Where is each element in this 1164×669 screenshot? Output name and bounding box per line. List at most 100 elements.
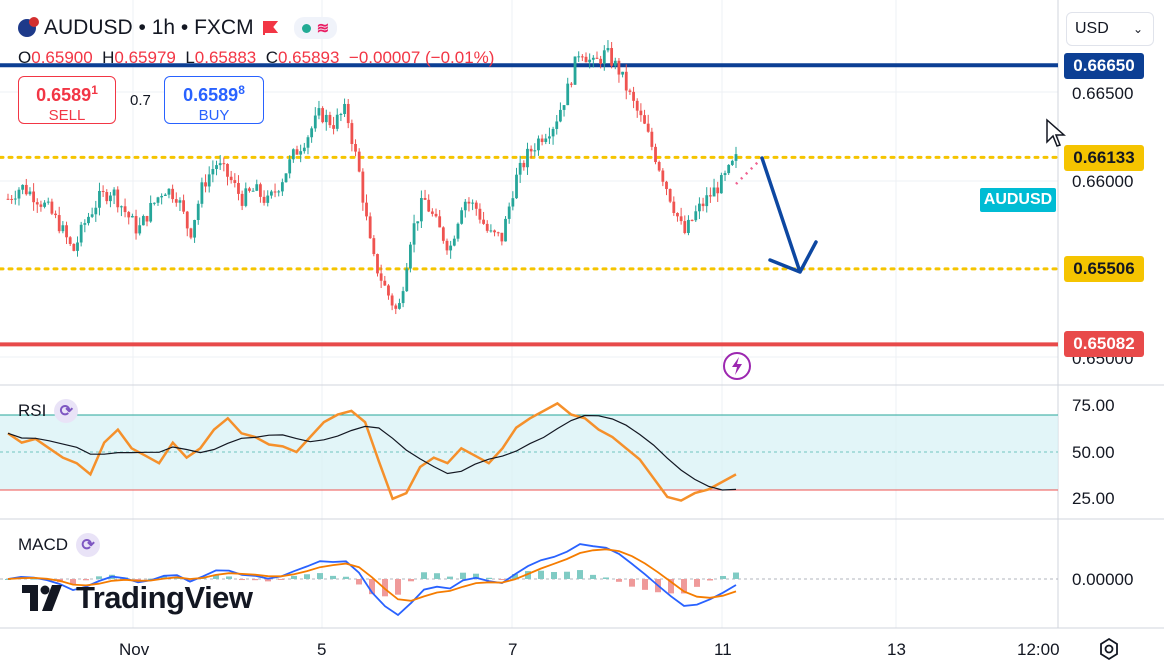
mouse-cursor-icon [1046,118,1066,147]
candle-body [474,202,478,209]
candle-body [266,195,270,203]
market-status-pill[interactable]: ≋ [293,17,338,39]
candle-body [109,195,112,202]
candle-body [584,56,588,63]
candle-body [537,138,540,151]
candle-body [646,123,650,132]
candle-body [379,273,383,281]
macd-histogram-bar [239,579,245,581]
macd-histogram-bar [317,573,323,579]
candle-body [339,114,343,116]
candle-body [335,114,339,129]
macd-histogram-bar [460,572,466,579]
candle-body [639,110,643,116]
currency-select[interactable]: USD ⌄ [1066,12,1154,46]
candle-body [540,138,544,142]
macd-histogram-bar [395,579,401,595]
rsi-legend[interactable]: RSI ⟳ [18,399,79,423]
macd-histogram-bar [330,575,336,579]
candle-body [643,115,646,124]
candle-body [141,216,145,226]
candle-body [302,147,306,152]
rsi-line [7,401,737,502]
level-label-65082: 0.65082 [1064,331,1144,357]
level-label-65506: 0.65506 [1064,256,1144,282]
candle-body [76,242,79,251]
candle-body [145,216,149,222]
candle-body [423,198,427,200]
candle-body [533,150,537,152]
candle-body [460,210,464,224]
candle-body [551,128,555,137]
x-tick-11: 11 [714,640,732,659]
symbol-header[interactable]: AUDUSD • 1h • FXCM ≋ [18,14,338,42]
macd-histogram-bar [382,579,388,597]
refresh-icon[interactable]: ⟳ [54,399,79,423]
red-flag-icon[interactable] [262,20,278,36]
candle-body [233,180,237,183]
macd-histogram-bar [291,575,297,579]
macd-histogram-bar [161,576,167,579]
candle-body [635,100,639,111]
candle-body [167,188,171,195]
candle-body [200,182,204,204]
candle-body [650,131,654,147]
candle-body [734,154,738,161]
candle-body [306,137,310,148]
candle-body [240,193,244,206]
candle-body [83,223,87,225]
rsi-tick-50: 50.00 [1072,443,1115,462]
macd-histogram-bar [70,579,76,585]
candle-body [357,151,361,172]
candle-body [163,194,167,196]
candle-body [10,198,14,200]
macd-legend[interactable]: MACD ⟳ [18,533,101,557]
candle-body [101,190,105,193]
candle-body [463,201,467,211]
candle-body [566,83,570,106]
settings-icon[interactable] [1097,637,1121,661]
refresh-icon[interactable]: ⟳ [76,533,101,557]
macd-histogram-bar [369,579,375,595]
candle-body [394,305,398,309]
candle-body [445,240,449,251]
candle-body [226,163,229,177]
candle-body [526,148,529,168]
candle-body [222,163,226,165]
buy-button[interactable]: 0.65898 BUY [164,76,264,124]
candle-body [185,211,189,229]
spread-value: 0.7 [130,92,151,109]
macd-histogram-bar [252,579,258,581]
candle-body [409,244,412,269]
projection-down-arrow[interactable] [760,156,818,274]
x-tick-5: 5 [317,640,327,659]
candle-body [676,212,679,217]
candle-body [54,213,57,216]
macd-histogram-bar [187,579,193,582]
signal-line [7,548,737,602]
macd-histogram-bar [408,579,414,582]
x-tick-nov: Nov [119,640,150,659]
candle-body [368,216,372,239]
candle-body [321,108,325,123]
au-us-flag-icon [18,17,39,37]
candle-body [405,268,409,292]
candle-body [712,187,716,197]
candle-body [599,58,603,64]
candle-body [229,176,233,181]
level-label-66650: 0.66650 [1064,53,1144,79]
lightning-icon[interactable] [722,351,752,381]
candle-body [511,198,515,207]
candle-body [372,238,376,255]
candle-body [730,160,734,165]
candle-body [493,230,496,233]
candle-body [6,198,10,200]
candle-body [207,174,211,187]
sell-button[interactable]: 0.65891 SELL [18,76,116,124]
candle-body [116,189,120,208]
candle-body [310,128,314,138]
candle-body [288,159,292,174]
candle-body [149,202,153,222]
candle-body [251,190,255,192]
